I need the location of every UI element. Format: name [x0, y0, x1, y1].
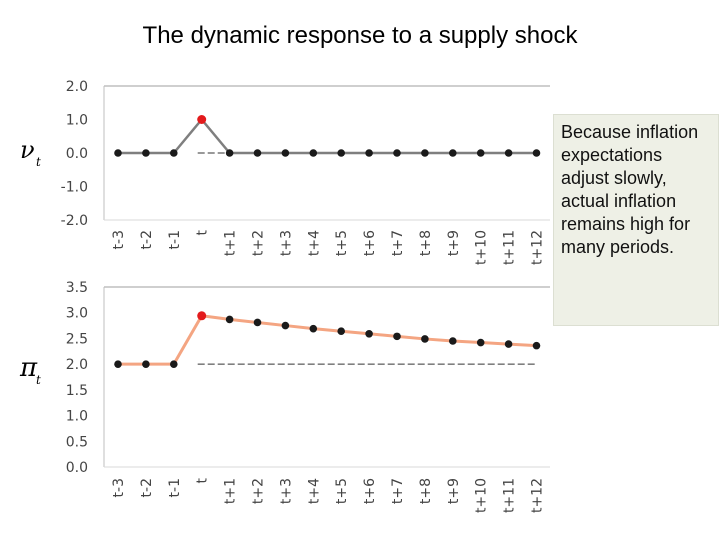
data-point — [393, 332, 401, 341]
y-axis-label: π — [19, 353, 38, 383]
x-tick-label: t+9 — [446, 230, 462, 256]
y-tick-label: 0.5 — [66, 434, 88, 450]
data-point — [253, 318, 262, 327]
x-tick-label: t-1 — [167, 230, 183, 249]
slide-title: The dynamic response to a supply shock — [142, 22, 578, 49]
x-tick-label: t+7 — [390, 478, 406, 504]
x-tick-label: t+1 — [223, 478, 239, 504]
y-tick-label: 2.0 — [66, 79, 88, 95]
data-point — [504, 149, 513, 157]
y-tick-label: 1.5 — [66, 383, 88, 399]
x-tick-label: t+4 — [306, 230, 322, 256]
data-point — [421, 149, 429, 157]
x-tick-label: t+3 — [278, 230, 294, 256]
x-tick-label: t+3 — [278, 478, 294, 504]
x-tick-label: t+12 — [530, 478, 546, 513]
chart-inflation: 3.5 3.0 2.5 2.0 1.5 1.0 0.5 0.0 t-3 t-2 t-1 t t+1 t+2… — [19, 280, 550, 513]
data-point — [281, 149, 290, 157]
data-point — [170, 149, 178, 157]
data-point — [281, 321, 290, 330]
callout-box: Because inflation expectations adjust sl… — [553, 114, 719, 326]
x-tick-label: t+5 — [334, 478, 350, 504]
data-point — [142, 149, 150, 157]
data-point — [449, 149, 457, 157]
data-point — [170, 360, 178, 368]
x-tick-label: t — [195, 230, 211, 236]
data-point — [532, 341, 541, 350]
x-tick-label: t+4 — [306, 478, 322, 504]
y-tick-label: -2.0 — [61, 213, 88, 229]
data-point — [365, 149, 373, 157]
x-tick-label: t+6 — [362, 478, 378, 504]
y-tick-label: 2.5 — [66, 331, 88, 347]
x-tick-label: t-2 — [139, 230, 155, 249]
y-tick-label: 1.0 — [66, 409, 88, 425]
highlight-point — [197, 115, 207, 124]
y-tick-label: -1.0 — [61, 180, 88, 196]
y-axis-label: ν — [20, 136, 35, 164]
data-point — [476, 149, 485, 157]
x-tick-label: t+11 — [502, 478, 518, 513]
data-point — [253, 149, 262, 157]
data-point — [337, 149, 346, 157]
x-tick-label: t+2 — [251, 478, 267, 504]
x-tick-label: t+7 — [390, 230, 406, 256]
y-axis-label-subscript: t — [36, 373, 41, 387]
y-axis-label-subscript: t — [36, 155, 41, 169]
x-tick-label: t+5 — [334, 230, 350, 256]
y-tick-label: 0.0 — [66, 146, 88, 162]
x-tick-label: t+6 — [362, 230, 378, 256]
series-line — [118, 314, 537, 366]
x-tick-label: t+10 — [474, 478, 490, 513]
data-point — [449, 337, 457, 345]
x-tick-label: t — [195, 478, 211, 484]
x-tick-label: t+12 — [530, 230, 546, 265]
y-tick-label: 1.0 — [66, 113, 88, 129]
data-point — [365, 330, 373, 338]
data-point — [532, 149, 541, 157]
data-point — [421, 335, 429, 343]
x-tick-label: t+1 — [223, 230, 239, 256]
data-point — [142, 360, 150, 368]
x-tick-label: t+8 — [418, 230, 434, 256]
data-point — [114, 360, 122, 368]
data-point — [476, 338, 485, 347]
y-tick-label: 3.5 — [66, 280, 88, 296]
x-tick-label: t-3 — [111, 478, 127, 497]
x-tick-label: t-2 — [139, 478, 155, 497]
x-tick-label: t+11 — [502, 230, 518, 265]
data-point — [114, 149, 122, 157]
x-tick-label: t-3 — [111, 230, 127, 249]
chart-nu-shock: 2.0 1.0 0.0 -1.0 -2.0 t-3 t-2 t-1 t t+1 t+2 t+3 t+4 t… — [20, 79, 550, 265]
x-tick-label: t+9 — [446, 478, 462, 504]
data-point — [504, 340, 513, 348]
x-tick-label: t-1 — [167, 478, 183, 497]
data-point — [309, 149, 318, 157]
x-tick-label: t+10 — [474, 230, 490, 265]
y-tick-label: 3.0 — [66, 306, 88, 322]
data-point — [225, 149, 234, 157]
data-point — [337, 327, 346, 336]
data-point — [309, 324, 318, 333]
series-line — [118, 118, 537, 155]
x-tick-label: t+8 — [418, 478, 434, 504]
data-point — [225, 315, 234, 324]
y-tick-label: 2.0 — [66, 357, 88, 373]
highlight-point — [197, 311, 207, 321]
y-tick-label: 0.0 — [66, 460, 88, 476]
x-tick-label: t+2 — [251, 230, 267, 256]
data-point — [393, 149, 401, 157]
